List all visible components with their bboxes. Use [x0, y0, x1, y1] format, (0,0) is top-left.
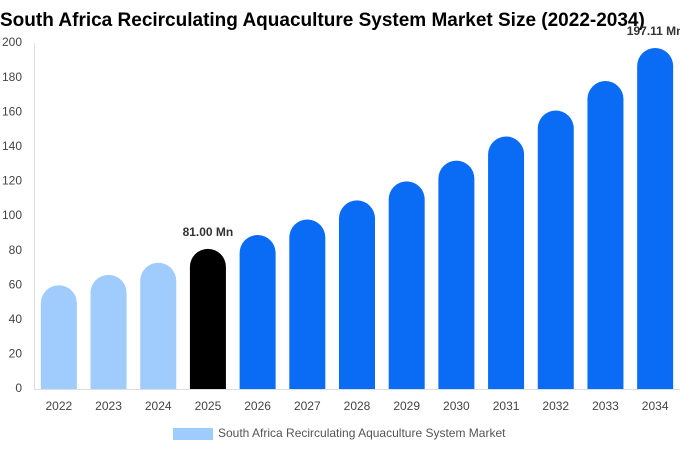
bar: [90, 274, 127, 389]
y-tick-label: 100: [2, 208, 22, 222]
y-tick-label: 20: [9, 347, 23, 361]
x-tick-label: 2030: [443, 399, 470, 413]
y-tick-label: 120: [2, 174, 22, 188]
x-tick-label: 2027: [294, 399, 321, 413]
x-tick-label: 2029: [393, 399, 420, 413]
x-tick-label: 2022: [45, 399, 72, 413]
y-tick-label: 200: [2, 35, 22, 49]
y-tick-label: 0: [15, 381, 22, 395]
legend-label: South Africa Recirculating Aquaculture S…: [218, 426, 506, 440]
bar: [488, 136, 525, 389]
x-tick-label: 2025: [195, 399, 222, 413]
legend-swatch: [173, 428, 213, 440]
bar: [637, 47, 674, 390]
x-tick-label: 2024: [145, 399, 172, 413]
x-tick-label: 2023: [95, 399, 122, 413]
y-tick-label: 140: [2, 139, 22, 153]
bar: [438, 160, 475, 389]
x-tick-label: 2034: [642, 399, 669, 413]
chart-title: South Africa Recirculating Aquaculture S…: [0, 10, 645, 31]
bar: [587, 81, 624, 389]
x-tick-label: 2033: [592, 399, 619, 413]
value-label: 81.00 Mn: [183, 225, 234, 239]
bar: [140, 262, 177, 389]
x-tick-label: 2028: [344, 399, 371, 413]
bar: [339, 200, 375, 389]
bar: [239, 235, 276, 389]
x-tick-label: 2031: [493, 399, 520, 413]
y-tick-label: 80: [9, 243, 23, 257]
bar: [40, 285, 77, 389]
bar: [189, 248, 226, 389]
y-tick-label: 180: [2, 70, 22, 84]
y-tick-label: 60: [9, 277, 23, 291]
bar: [537, 110, 574, 389]
bar: [289, 219, 326, 389]
x-tick-label: 2026: [244, 399, 271, 413]
value-label: 197.11 Mn: [627, 24, 680, 38]
x-tick-label: 2032: [542, 399, 569, 413]
bar: [388, 181, 425, 389]
y-tick-label: 40: [9, 312, 23, 326]
y-tick-label: 160: [2, 104, 22, 118]
